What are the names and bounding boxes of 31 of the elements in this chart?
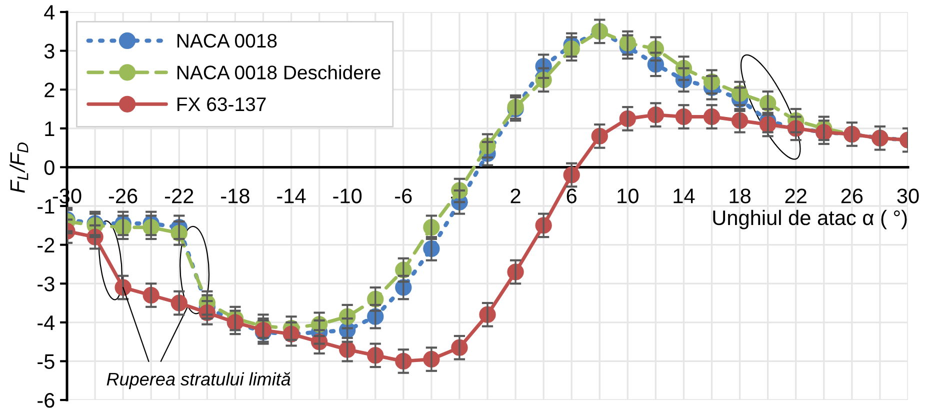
y-tick-label: -5 (38, 354, 54, 369)
legend-label: NACA 0018 (177, 34, 277, 48)
y-tick-label: -4 (38, 316, 55, 330)
x-tick-label: -22 (165, 188, 194, 204)
x-tick-label: 30 (897, 188, 919, 204)
x-tick-label: 22 (785, 188, 806, 204)
y-tick-label: -6 (38, 393, 54, 408)
x-axis-title: Unghiul de atac α ( °) (713, 210, 907, 230)
y-tick-label: -2 (38, 238, 54, 252)
y-tick-label: 4 (44, 5, 55, 20)
x-tick-label: 10 (618, 188, 638, 204)
x-tick-label: -6 (395, 188, 412, 204)
legend-label: NACA 0018 Deschidere (177, 65, 380, 80)
x-tick-label: 6 (566, 188, 576, 204)
x-tick-label: -26 (108, 188, 138, 204)
y-tick-label: -1 (38, 199, 54, 214)
annotation: Ruperea stratului limită (106, 372, 290, 390)
y-tick-label: -3 (38, 276, 54, 292)
x-tick-label: -10 (333, 188, 362, 204)
x-tick-label: 26 (841, 188, 863, 204)
y-tick-label: 1 (45, 122, 54, 136)
x-tick-label: -14 (277, 188, 306, 204)
y-tick-label: 3 (44, 44, 54, 59)
x-tick-label: 2 (510, 188, 520, 204)
y-tick-label: 2 (44, 82, 54, 98)
y-tick-label: 0 (44, 160, 54, 175)
y-axis-title: F$_{L}$/F$_{D}$ (10, 142, 28, 193)
x-tick-label: -18 (221, 188, 250, 204)
x-tick-label: 14 (674, 188, 695, 204)
legend-label: FX 63-137 (177, 97, 266, 112)
x-tick-label: 18 (730, 188, 750, 204)
